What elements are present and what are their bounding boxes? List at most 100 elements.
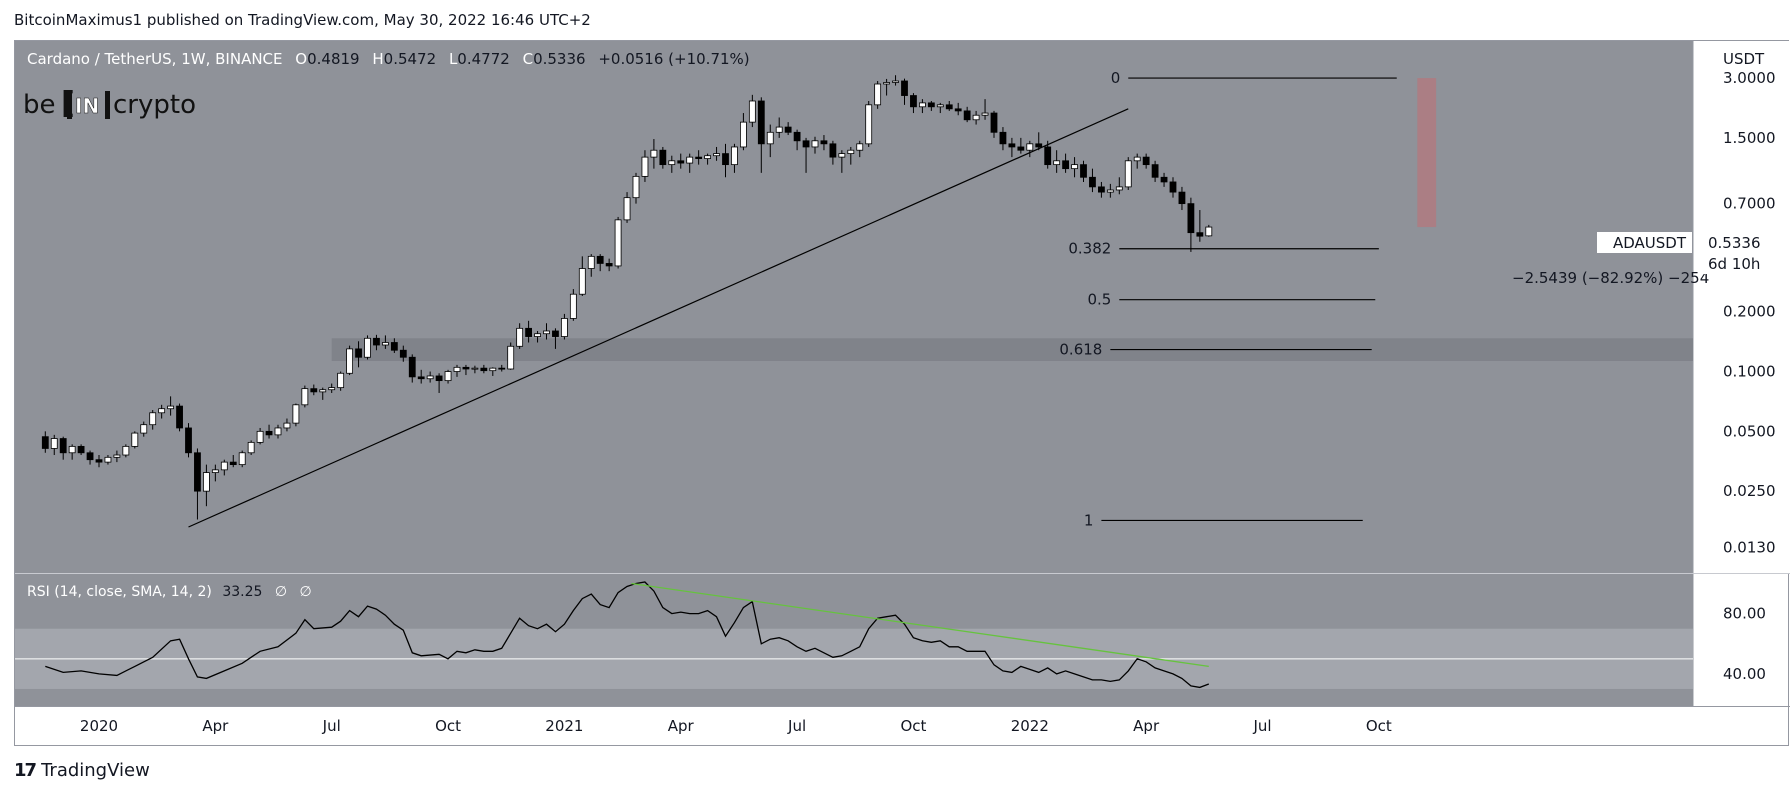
candle <box>892 75 899 86</box>
candle <box>748 94 756 128</box>
candle-body <box>901 80 908 96</box>
price-tick-label: 0.7000 <box>1723 195 1776 213</box>
candle <box>1106 183 1114 198</box>
beincrypto-logo: be [ IN crypto <box>23 86 196 121</box>
candle-body <box>1115 186 1123 191</box>
candle-body <box>435 375 443 382</box>
tradingview-footer[interactable]: 17 TradingView <box>14 760 150 781</box>
candle-body <box>981 112 989 116</box>
candle <box>587 254 595 277</box>
candle-body <box>945 104 953 110</box>
time-tick-label: Jul <box>787 717 806 735</box>
candle-body <box>650 149 658 158</box>
candle-body <box>1053 160 1061 166</box>
candle-body <box>838 153 846 158</box>
candle-body <box>686 156 694 164</box>
candle <box>713 146 720 161</box>
candle <box>534 330 541 343</box>
candle-body <box>1196 232 1204 237</box>
candle-body <box>1044 146 1052 166</box>
rsi-tick-label: 40.00 <box>1723 665 1766 683</box>
candle-body <box>722 153 729 166</box>
svg-text:IN: IN <box>75 94 99 118</box>
candle-body <box>220 461 228 471</box>
candle-body <box>659 149 667 166</box>
rsi-title[interactable]: RSI (14, close, SMA, 14, 2) 33.25 ∅ ∅ <box>27 584 312 600</box>
candle-body <box>552 330 559 337</box>
candle <box>605 258 613 272</box>
candle-body <box>283 422 291 429</box>
candle-body <box>919 102 926 108</box>
candle-body <box>1026 143 1034 151</box>
time-tick-label: Jul <box>322 717 341 735</box>
candle <box>41 431 49 453</box>
candle-body <box>1169 181 1177 193</box>
candle <box>507 342 515 370</box>
candle-body <box>256 430 264 443</box>
candle <box>552 328 559 349</box>
candle-body <box>847 149 855 155</box>
candle-body <box>516 327 524 347</box>
candle <box>211 464 219 482</box>
candle-body <box>328 387 336 391</box>
time-tick-label: 2020 <box>80 717 118 735</box>
candle <box>95 455 103 468</box>
time-tick-label: Apr <box>202 717 229 735</box>
candle <box>265 424 273 439</box>
candle <box>381 335 389 349</box>
candle-body <box>158 408 166 414</box>
candle-body <box>775 126 783 133</box>
rsi-tick-label: 80.00 <box>1723 605 1766 623</box>
price-pane-background <box>15 41 1693 573</box>
candle-body <box>310 388 318 393</box>
candle <box>919 99 926 114</box>
candle <box>229 455 237 468</box>
candle-body <box>910 95 917 108</box>
candle-body <box>623 197 631 221</box>
candle-body <box>346 348 354 374</box>
candle <box>1062 153 1069 173</box>
time-tick-label: 2022 <box>1011 717 1049 735</box>
candle-body <box>874 83 882 106</box>
symbol-title[interactable]: Cardano / TetherUS, 1W, BINANCE O0.4819 … <box>27 50 750 68</box>
candle-body <box>1089 176 1096 188</box>
candle-body <box>95 459 103 463</box>
price-tick-label: 0.0250 <box>1723 482 1776 500</box>
candle <box>543 323 550 340</box>
candle <box>1205 224 1213 237</box>
candle-body <box>543 330 550 335</box>
candle <box>578 256 586 296</box>
candle-body <box>211 469 219 473</box>
candle-body <box>731 146 738 166</box>
candle-body <box>954 108 962 112</box>
candle-body <box>373 337 380 346</box>
fib-label-2: 0.5 <box>1087 291 1111 309</box>
candle <box>1124 157 1132 190</box>
candle <box>1098 181 1105 198</box>
candle <box>614 216 622 269</box>
candle-body <box>802 140 810 148</box>
candle-body <box>247 441 255 454</box>
candle-body <box>856 143 864 151</box>
candle-body <box>704 155 711 159</box>
candle-body <box>1035 143 1043 148</box>
candle <box>677 153 685 169</box>
tradingview-logo-icon: 17 <box>14 760 37 781</box>
candle-body <box>883 82 890 85</box>
candle-body <box>489 367 497 372</box>
candle <box>865 100 873 147</box>
candle <box>328 383 336 393</box>
candle-body <box>122 445 130 456</box>
candle <box>426 371 434 383</box>
candle-body <box>1017 146 1025 151</box>
candle <box>731 143 738 173</box>
chart-panel[interactable]: 0 0.382 0.5 0.618 1 3.0000 1.5000 0.7000 0.2000… <box>14 40 1790 746</box>
candle-body <box>50 438 58 449</box>
candle <box>650 139 658 169</box>
time-tick-label: Apr <box>668 717 695 735</box>
candle-body <box>68 445 76 454</box>
candle <box>194 448 201 520</box>
candle <box>999 127 1007 151</box>
candle <box>757 97 765 173</box>
time-tick-label: Oct <box>435 717 461 735</box>
